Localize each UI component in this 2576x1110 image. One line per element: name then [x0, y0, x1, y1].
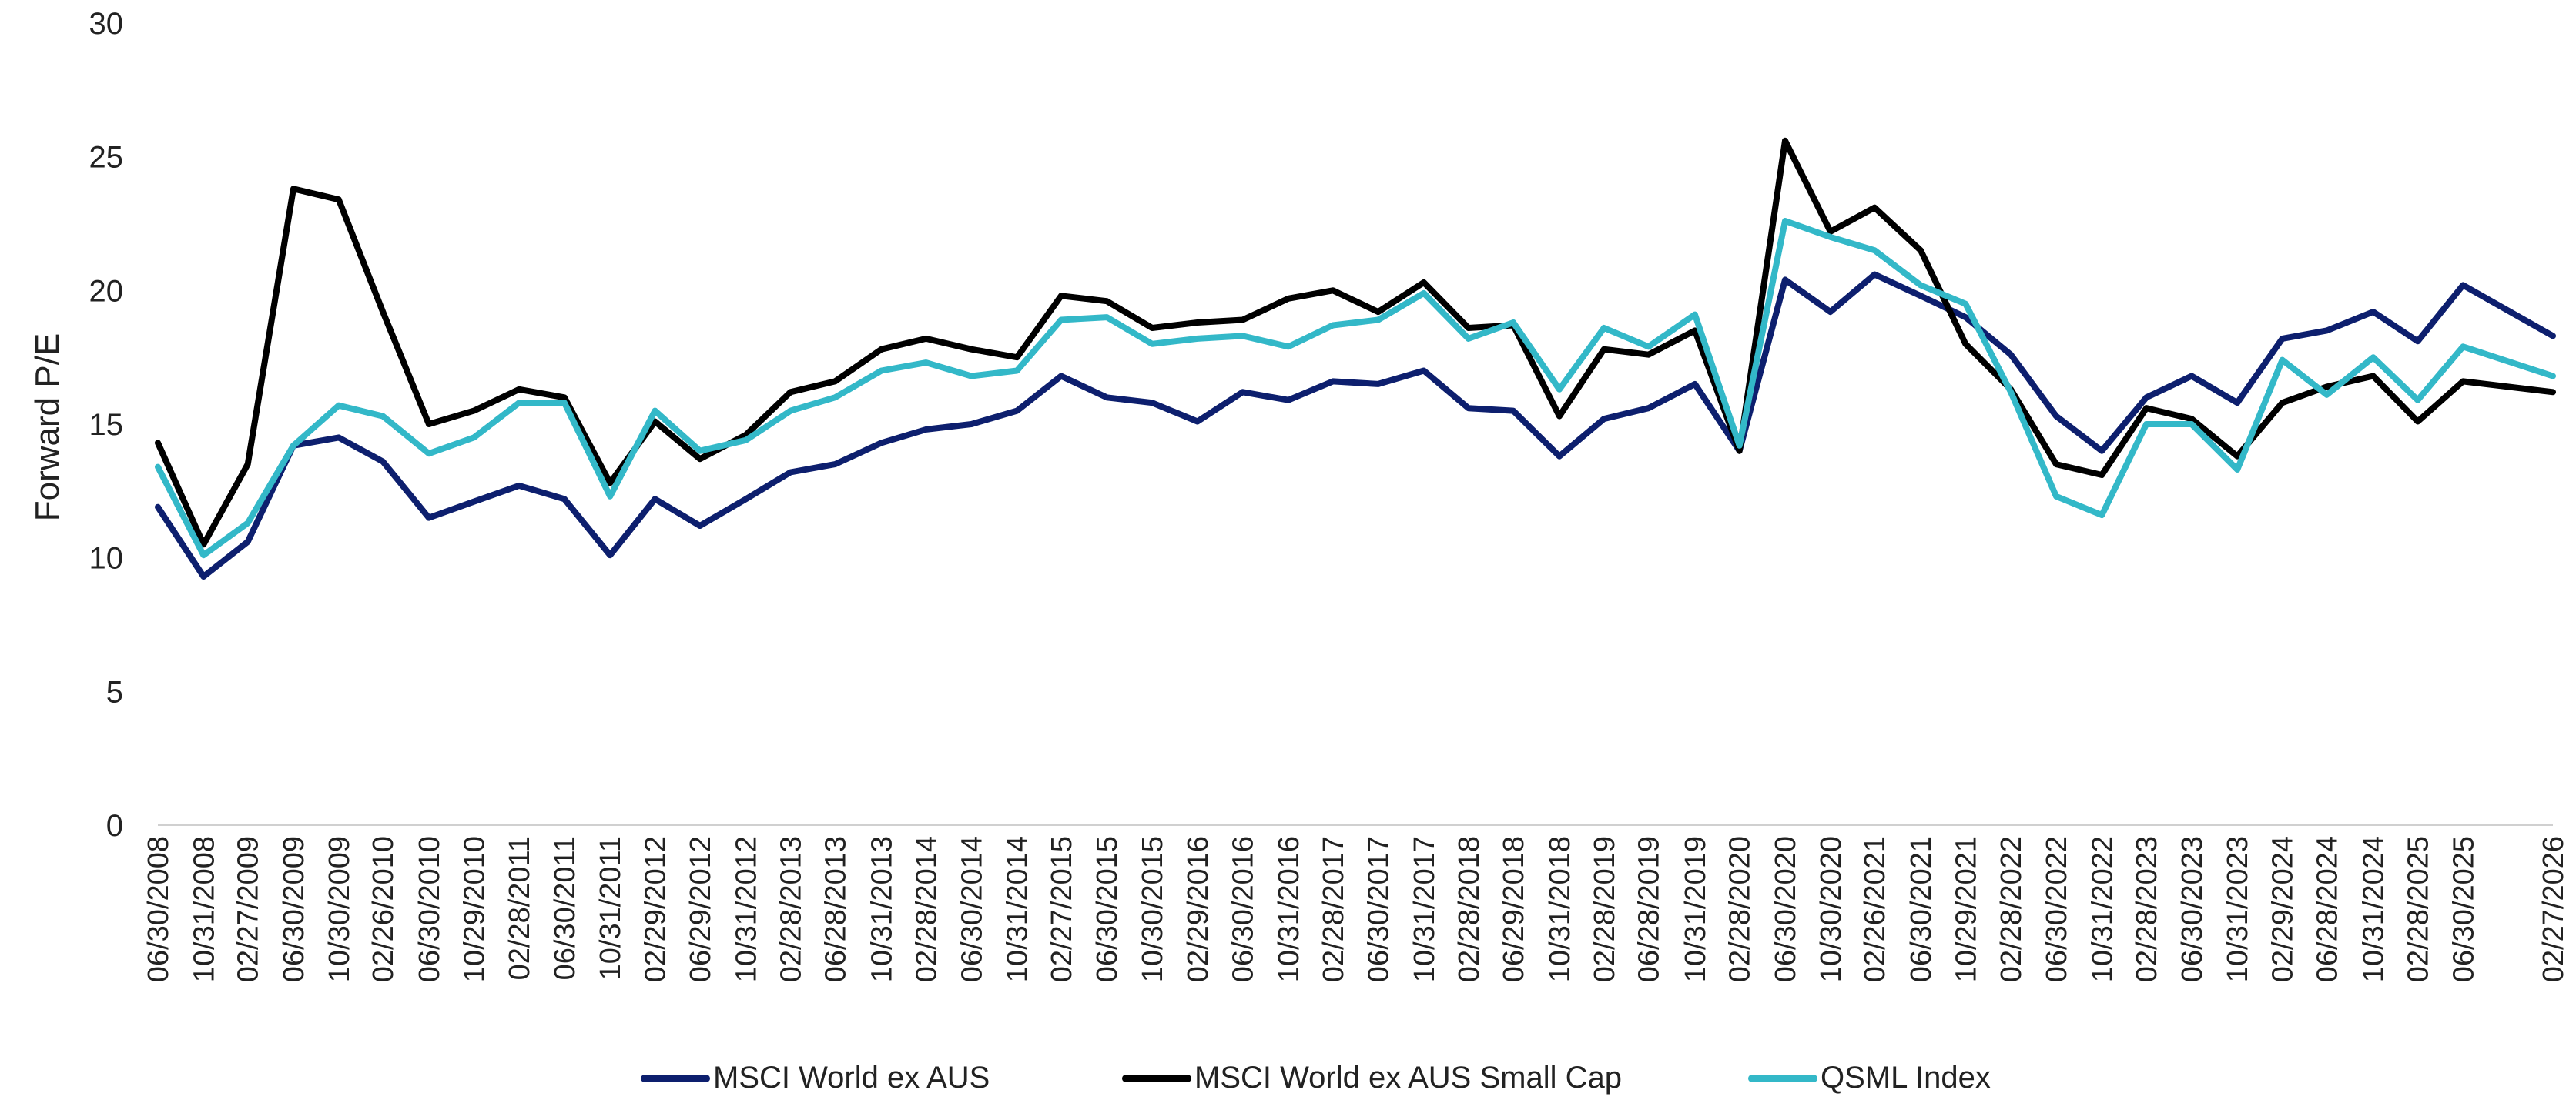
x-tick-label: 06/30/2008	[142, 836, 175, 982]
x-tick-label: 10/31/2024	[2358, 836, 2390, 982]
x-tick-label: 10/31/2008	[188, 836, 220, 982]
y-tick-label: 5	[106, 675, 123, 709]
x-tick-label: 10/31/2012	[731, 836, 763, 982]
x-tick-label: 06/29/2012	[685, 836, 717, 982]
legend-item-msci-small-cap: MSCI World ex AUS Small Cap	[1122, 1061, 1622, 1095]
x-tick-label: 02/29/2024	[2267, 836, 2300, 982]
x-tick-label: 02/29/2016	[1182, 836, 1214, 982]
x-axis: 06/30/2008 10/31/2008 02/27/2009 06/30/2009…	[142, 824, 2570, 982]
series-line-2	[155, 218, 2556, 559]
y-axis-label: Forward P/E	[28, 333, 66, 522]
x-tick-label: 10/31/2011	[595, 836, 627, 980]
x-tick-label: 10/31/2016	[1273, 836, 1305, 982]
x-tick-label: 02/28/2013	[775, 836, 807, 982]
legend-swatch-msci-small-cap	[1122, 1074, 1191, 1082]
x-tick-label: 06/30/2011	[549, 836, 581, 980]
x-tick-label: 06/30/2015	[1091, 836, 1124, 982]
x-tick-label: 06/30/2017	[1363, 836, 1395, 982]
y-tick-label: 30	[89, 7, 124, 41]
x-tick-label: 06/30/2016	[1228, 836, 1260, 982]
x-tick-label: 06/30/2014	[956, 836, 988, 982]
legend-swatch-qsml	[1748, 1074, 1817, 1082]
x-tick-label: 06/28/2019	[1633, 836, 1666, 982]
x-tick-label: 02/26/2021	[1859, 836, 1891, 982]
x-tick-label: 06/29/2018	[1498, 836, 1530, 982]
legend-swatch-msci-world	[641, 1074, 710, 1082]
x-tick-label: 10/31/2023	[2222, 836, 2254, 982]
x-tick-label: 10/31/2018	[1544, 836, 1576, 982]
x-tick-label: 02/28/2023	[2131, 836, 2163, 982]
x-tick-label: 10/30/2020	[1815, 836, 1847, 982]
x-tick-label: 02/26/2010	[367, 836, 400, 982]
x-tick-label: 10/29/2010	[458, 836, 491, 982]
x-tick-label: 02/28/2018	[1453, 836, 1486, 982]
x-tick-label: 10/31/2017	[1409, 836, 1441, 982]
y-tick-label: 10	[89, 542, 124, 576]
x-tick-label: 02/28/2011	[504, 836, 536, 980]
x-tick-label: 10/30/2015	[1137, 836, 1169, 982]
y-tick-label: 25	[89, 141, 124, 175]
x-tick-label: 02/27/2026	[2537, 836, 2570, 982]
x-tick-label: 10/29/2021	[1950, 836, 1982, 982]
x-tick-label: 06/28/2013	[819, 836, 852, 982]
x-tick-label: 02/27/2009	[233, 836, 265, 982]
x-tick-label: 10/31/2022	[2086, 836, 2119, 982]
legend-label-msci-world: MSCI World ex AUS	[713, 1061, 990, 1095]
series-line-0	[155, 271, 2556, 580]
x-tick-label: 06/30/2009	[278, 836, 310, 982]
x-tick-label: 06/30/2022	[2041, 836, 2073, 982]
x-tick-label: 06/30/2023	[2176, 836, 2209, 982]
x-tick-label: 06/30/2020	[1770, 836, 1802, 982]
legend: MSCI World ex AUS MSCI World ex AUS Smal…	[0, 1061, 2576, 1107]
x-tick-label: 06/30/2021	[1905, 836, 1938, 982]
legend-label-qsml: QSML Index	[1821, 1061, 1991, 1095]
x-tick-label: 02/28/2019	[1589, 836, 1621, 982]
x-tick-label: 10/30/2009	[323, 836, 356, 982]
x-tick-label: 02/28/2020	[1724, 836, 1757, 982]
y-axis: 0 5 10 15 20 25 30	[89, 7, 124, 843]
x-tick-label: 06/28/2024	[2311, 836, 2343, 982]
x-tick-label: 06/30/2025	[2447, 836, 2480, 982]
y-tick-label: 20	[89, 274, 124, 308]
x-tick-label: 06/30/2010	[414, 836, 446, 982]
x-tick-label: 02/28/2025	[2403, 836, 2435, 982]
x-tick-label: 02/29/2012	[640, 836, 672, 982]
x-tick-label: 02/28/2022	[1995, 836, 2028, 982]
y-tick-label: 0	[106, 809, 123, 843]
x-tick-label: 10/31/2019	[1680, 836, 1712, 982]
legend-item-msci-world: MSCI World ex AUS	[641, 1061, 990, 1095]
legend-item-qsml: QSML Index	[1748, 1061, 1991, 1095]
x-tick-label: 02/28/2017	[1318, 836, 1350, 982]
x-tick-label: 10/31/2013	[866, 836, 899, 982]
x-tick-label: 10/31/2014	[1002, 836, 1034, 982]
x-tick-label: 02/28/2014	[910, 836, 943, 982]
x-tick-label: 02/27/2015	[1046, 836, 1078, 982]
legend-label-msci-small-cap: MSCI World ex AUS Small Cap	[1194, 1061, 1622, 1095]
y-tick-label: 15	[89, 408, 124, 442]
series-line-1	[155, 137, 2556, 548]
series-layer	[155, 137, 2556, 580]
